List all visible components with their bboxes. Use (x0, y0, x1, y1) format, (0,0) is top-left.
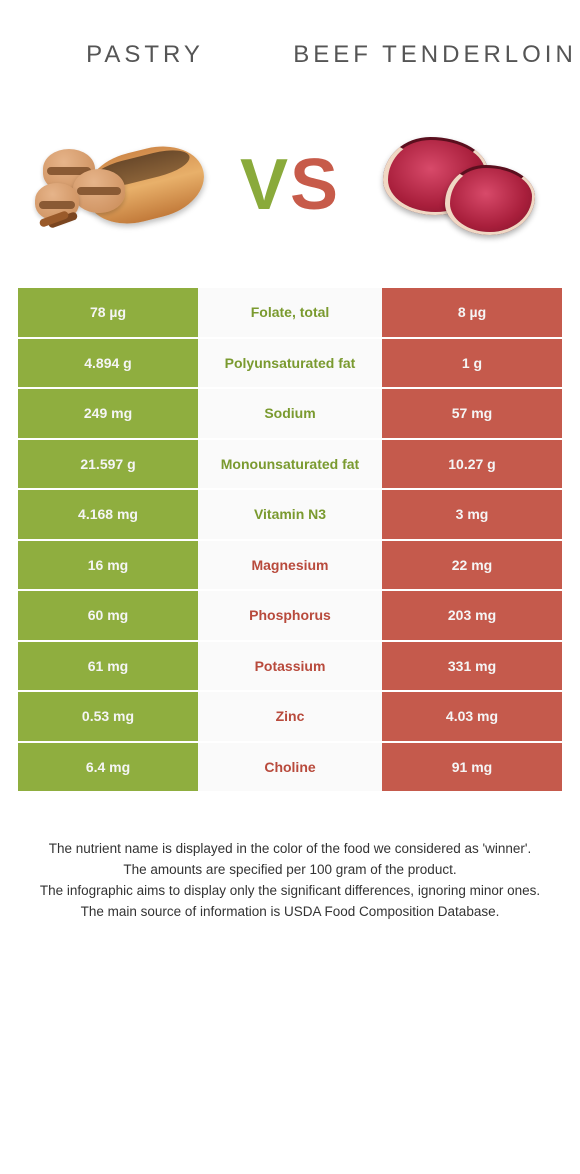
table-row: 78 µgFolate, total8 µg (18, 288, 562, 337)
table-row: 61 mgPotassium331 mg (18, 642, 562, 691)
nutrition-table: 78 µgFolate, total8 µg4.894 gPolyunsatur… (18, 288, 562, 791)
nutrient-label-cell: Monounsaturated fat (198, 440, 382, 489)
header-right-title: Beef tenderloin (290, 39, 580, 70)
left-value-cell: 61 mg (18, 642, 198, 691)
left-value-cell: 0.53 mg (18, 692, 198, 741)
vs-s-letter: S (290, 144, 340, 226)
table-row: 0.53 mgZinc4.03 mg (18, 692, 562, 741)
right-value-cell: 203 mg (382, 591, 562, 640)
footer-line: The amounts are specified per 100 gram o… (38, 860, 542, 881)
right-value-cell: 3 mg (382, 490, 562, 539)
pastry-icon (35, 125, 215, 245)
nutrient-label-cell: Folate, total (198, 288, 382, 337)
right-value-cell: 57 mg (382, 389, 562, 438)
beef-icon (365, 125, 545, 245)
nutrient-label-cell: Choline (198, 743, 382, 792)
right-value-cell: 4.03 mg (382, 692, 562, 741)
right-value-cell: 1 g (382, 339, 562, 388)
left-value-cell: 78 µg (18, 288, 198, 337)
table-row: 4.168 mgVitamin N33 mg (18, 490, 562, 539)
left-value-cell: 21.597 g (18, 440, 198, 489)
nutrient-label-cell: Potassium (198, 642, 382, 691)
nutrient-label-cell: Sodium (198, 389, 382, 438)
beef-image (340, 125, 570, 245)
nutrient-label-cell: Magnesium (198, 541, 382, 590)
table-row: 6.4 mgCholine91 mg (18, 743, 562, 792)
nutrient-label-cell: Phosphorus (198, 591, 382, 640)
right-value-cell: 22 mg (382, 541, 562, 590)
footer-line: The infographic aims to display only the… (38, 881, 542, 902)
nutrient-label-cell: Zinc (198, 692, 382, 741)
right-value-cell: 91 mg (382, 743, 562, 792)
table-row: 60 mgPhosphorus203 mg (18, 591, 562, 640)
footer-notes: The nutrient name is displayed in the co… (38, 839, 542, 923)
vs-v-letter: V (240, 144, 290, 226)
left-value-cell: 4.894 g (18, 339, 198, 388)
right-value-cell: 331 mg (382, 642, 562, 691)
footer-line: The nutrient name is displayed in the co… (38, 839, 542, 860)
pastry-image (10, 125, 240, 245)
table-row: 249 mgSodium57 mg (18, 389, 562, 438)
right-value-cell: 10.27 g (382, 440, 562, 489)
vs-label: VS (240, 144, 340, 226)
left-value-cell: 60 mg (18, 591, 198, 640)
header: Pastry Beef tenderloin (0, 0, 580, 110)
hero-row: VS (0, 110, 580, 280)
footer-line: The main source of information is USDA F… (38, 902, 542, 923)
left-value-cell: 6.4 mg (18, 743, 198, 792)
table-row: 16 mgMagnesium22 mg (18, 541, 562, 590)
right-value-cell: 8 µg (382, 288, 562, 337)
nutrient-label-cell: Vitamin N3 (198, 490, 382, 539)
left-value-cell: 16 mg (18, 541, 198, 590)
table-row: 21.597 gMonounsaturated fat10.27 g (18, 440, 562, 489)
nutrient-label-cell: Polyunsaturated fat (198, 339, 382, 388)
header-left-title: Pastry (0, 39, 290, 70)
left-value-cell: 4.168 mg (18, 490, 198, 539)
left-value-cell: 249 mg (18, 389, 198, 438)
table-row: 4.894 gPolyunsaturated fat1 g (18, 339, 562, 388)
